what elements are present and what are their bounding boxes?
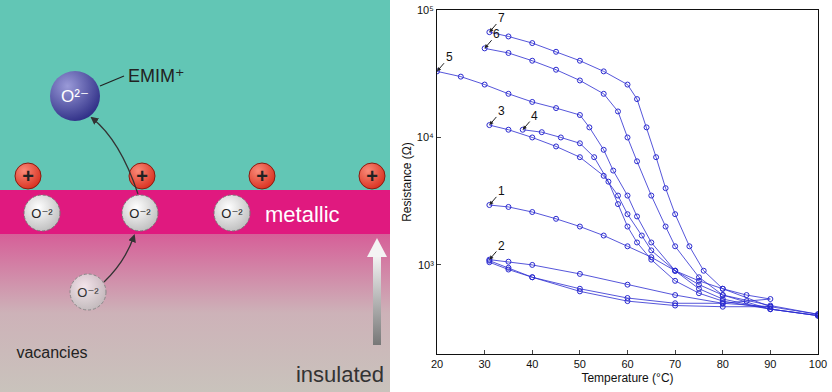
svg-text:2: 2 bbox=[498, 239, 505, 253]
svg-text:+: + bbox=[256, 165, 268, 187]
svg-text:+: + bbox=[136, 165, 148, 187]
svg-text:+: + bbox=[22, 165, 34, 187]
svg-text:EMIM⁺: EMIM⁺ bbox=[128, 66, 185, 86]
svg-text:70: 70 bbox=[669, 358, 681, 370]
svg-text:30: 30 bbox=[479, 358, 491, 370]
svg-text:+: + bbox=[366, 165, 378, 187]
svg-text:100: 100 bbox=[809, 358, 827, 370]
svg-text:10³: 10³ bbox=[418, 259, 434, 271]
svg-text:O²⁻: O²⁻ bbox=[61, 87, 89, 106]
svg-text:O⁻²: O⁻² bbox=[221, 206, 243, 221]
svg-text:O⁻²: O⁻² bbox=[31, 206, 53, 221]
svg-text:Resistance (Ω): Resistance (Ω) bbox=[400, 142, 414, 222]
svg-text:Temperature (°C): Temperature (°C) bbox=[581, 371, 673, 385]
svg-text:10⁵: 10⁵ bbox=[417, 4, 434, 16]
svg-text:metallic: metallic bbox=[265, 202, 340, 227]
svg-text:90: 90 bbox=[764, 358, 776, 370]
svg-text:O⁻²: O⁻² bbox=[77, 285, 99, 300]
svg-text:7: 7 bbox=[498, 11, 505, 25]
svg-text:3: 3 bbox=[498, 104, 505, 118]
svg-text:4: 4 bbox=[531, 109, 538, 123]
svg-text:10⁴: 10⁴ bbox=[417, 131, 434, 143]
svg-text:insulated: insulated bbox=[296, 362, 384, 387]
svg-text:40: 40 bbox=[526, 358, 538, 370]
svg-text:5: 5 bbox=[446, 50, 453, 64]
svg-text:80: 80 bbox=[717, 358, 729, 370]
svg-text:vacancies: vacancies bbox=[16, 344, 87, 361]
svg-text:60: 60 bbox=[621, 358, 633, 370]
svg-text:6: 6 bbox=[493, 27, 500, 41]
svg-text:20: 20 bbox=[431, 358, 443, 370]
svg-text:1: 1 bbox=[498, 184, 505, 198]
svg-text:50: 50 bbox=[574, 358, 586, 370]
svg-text:O⁻²: O⁻² bbox=[129, 206, 151, 221]
